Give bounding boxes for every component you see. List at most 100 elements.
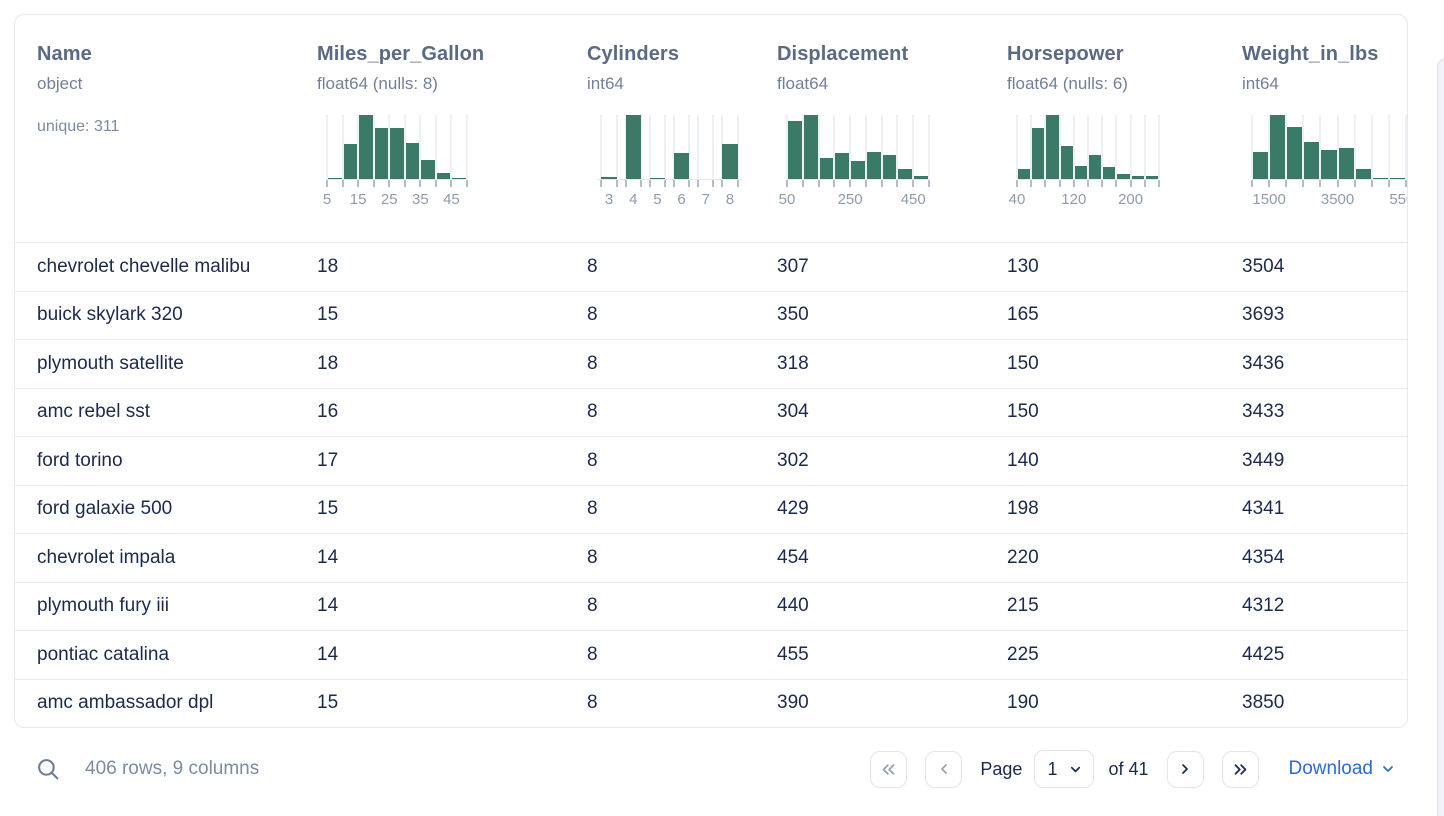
table-cell: 8 xyxy=(587,595,598,617)
table-cell: 4425 xyxy=(1242,643,1285,665)
data-table-card: Name object unique: 311 Miles_per_Gallon flo… xyxy=(14,14,1408,728)
gridline xyxy=(1319,115,1322,179)
histogram-bar xyxy=(835,153,850,179)
gridline xyxy=(1129,115,1132,179)
column-header-weight_in_lbs: Weight_in_lbs int64 1500 3500 5500 xyxy=(1242,15,1407,242)
table-cell: 18 xyxy=(317,255,339,277)
table-cell: 8 xyxy=(587,498,598,520)
table-cell: plymouth satellite xyxy=(37,352,184,374)
histogram-bar xyxy=(436,172,451,179)
table-cell: 220 xyxy=(1007,546,1039,568)
gridline xyxy=(1387,115,1390,179)
pagination-controls: Page 1 of 41 Downloa xyxy=(870,750,1408,788)
table-cell: amc ambassador dpl xyxy=(37,692,214,714)
next-page-button[interactable] xyxy=(1166,750,1204,788)
histogram-bar xyxy=(343,143,358,179)
table-row[interactable]: plymouth satellite 18 8 318 150 3436 xyxy=(15,339,1407,388)
gridline xyxy=(712,115,715,179)
histogram-bar xyxy=(1103,167,1116,179)
gridline xyxy=(1353,115,1356,179)
axis-tick xyxy=(712,180,715,187)
table-cell: 429 xyxy=(777,498,809,520)
histogram-bar xyxy=(1032,127,1045,179)
table-cell: 225 xyxy=(1007,643,1039,665)
table-row[interactable]: chevrolet chevelle malibu 18 8 307 130 3504 xyxy=(15,242,1407,291)
first-page-button[interactable] xyxy=(870,750,908,788)
axis-tick xyxy=(1087,180,1089,187)
histogram-bar xyxy=(1060,145,1073,179)
table-cell: 150 xyxy=(1007,401,1039,423)
axis-tick xyxy=(357,180,360,187)
histogram-bar xyxy=(625,115,641,179)
gridline xyxy=(419,115,422,179)
gridline xyxy=(1087,115,1089,179)
gridline xyxy=(1268,115,1271,179)
download-button[interactable]: Download xyxy=(1289,758,1397,780)
table-cell: 215 xyxy=(1007,595,1039,617)
histogram-bar xyxy=(1304,141,1320,179)
last-page-button[interactable] xyxy=(1221,750,1259,788)
column-title: Weight_in_lbs xyxy=(1242,43,1379,65)
gridline xyxy=(864,115,867,179)
table-row[interactable]: amc ambassador dpl 15 8 390 190 3850 xyxy=(15,678,1407,728)
gridline xyxy=(1370,115,1373,179)
table-cell: 307 xyxy=(777,255,809,277)
histogram-bar xyxy=(1355,169,1371,179)
table-cell: 3693 xyxy=(1242,304,1285,326)
prev-page-button[interactable] xyxy=(925,750,963,788)
axis-tick xyxy=(1058,180,1061,187)
search-icon[interactable] xyxy=(36,757,61,782)
table-cell: ford galaxie 500 xyxy=(37,498,173,520)
axis-tick xyxy=(1302,180,1305,187)
histogram-bar xyxy=(1270,115,1286,179)
histogram-bar xyxy=(1074,166,1087,179)
table-cell: 190 xyxy=(1007,692,1039,714)
page-select[interactable]: 1 xyxy=(1034,750,1095,788)
gridline xyxy=(912,115,915,179)
table-cell: 8 xyxy=(587,449,598,471)
table-row[interactable]: plymouth fury iii 14 8 440 215 4312 xyxy=(15,581,1407,631)
gridline xyxy=(833,115,836,179)
gridline xyxy=(801,115,804,179)
axis-tick xyxy=(721,180,724,187)
axis-tick xyxy=(600,180,603,187)
table-cell: 455 xyxy=(777,643,809,665)
axis-tick-label: 3500 xyxy=(1320,191,1355,208)
axis-tick xyxy=(1336,180,1339,187)
table-row[interactable]: ford torino 17 8 302 140 3449 xyxy=(15,436,1407,485)
table-cell: 15 xyxy=(317,498,339,520)
table-cell: 318 xyxy=(777,352,809,374)
column-type: float64 (nulls: 8) xyxy=(317,74,438,93)
chevron-left-icon xyxy=(936,761,952,777)
weight_in_lbs-histogram[interactable]: 1500 3500 5500 xyxy=(1251,115,1407,209)
axis-tick xyxy=(1370,180,1373,187)
histogram-bar xyxy=(1046,115,1059,179)
axis-tick xyxy=(1285,180,1288,187)
miles_per_gallon-histogram[interactable]: 5 15 25 35 45 xyxy=(323,115,468,209)
table-cell: 440 xyxy=(777,595,809,617)
table-cell: amc rebel sst xyxy=(37,401,150,423)
axis-tick xyxy=(736,180,739,187)
chevron-right-icon xyxy=(1177,761,1193,777)
table-row[interactable]: buick skylark 320 15 8 350 165 3693 xyxy=(15,290,1407,340)
gridline xyxy=(648,115,651,179)
horsepower-histogram[interactable]: 40 120 200 xyxy=(1009,115,1160,209)
histogram-bar xyxy=(1389,177,1405,179)
table-row[interactable]: pontiac catalina 14 8 455 225 4425 xyxy=(15,630,1407,679)
table-cell: chevrolet impala xyxy=(37,546,176,568)
displacement-histogram[interactable]: 50 250 450 xyxy=(779,115,930,209)
table-row[interactable]: ford galaxie 500 15 8 429 198 4341 xyxy=(15,484,1407,534)
gridline xyxy=(672,115,675,179)
table-cell: plymouth fury iii xyxy=(37,595,169,617)
axis-tick-label: 250 xyxy=(837,191,863,208)
axis-tick xyxy=(388,180,391,187)
table-row[interactable]: chevrolet impala 14 8 454 220 4354 xyxy=(15,533,1407,582)
gridline xyxy=(786,115,788,179)
axis-tick xyxy=(1268,180,1271,187)
axis-tick xyxy=(896,180,899,187)
gridline xyxy=(896,115,899,179)
table-cell: buick skylark 320 xyxy=(37,304,183,326)
table-row[interactable]: amc rebel sst 16 8 304 150 3433 xyxy=(15,387,1407,437)
page-total-label: of 41 xyxy=(1108,758,1149,779)
